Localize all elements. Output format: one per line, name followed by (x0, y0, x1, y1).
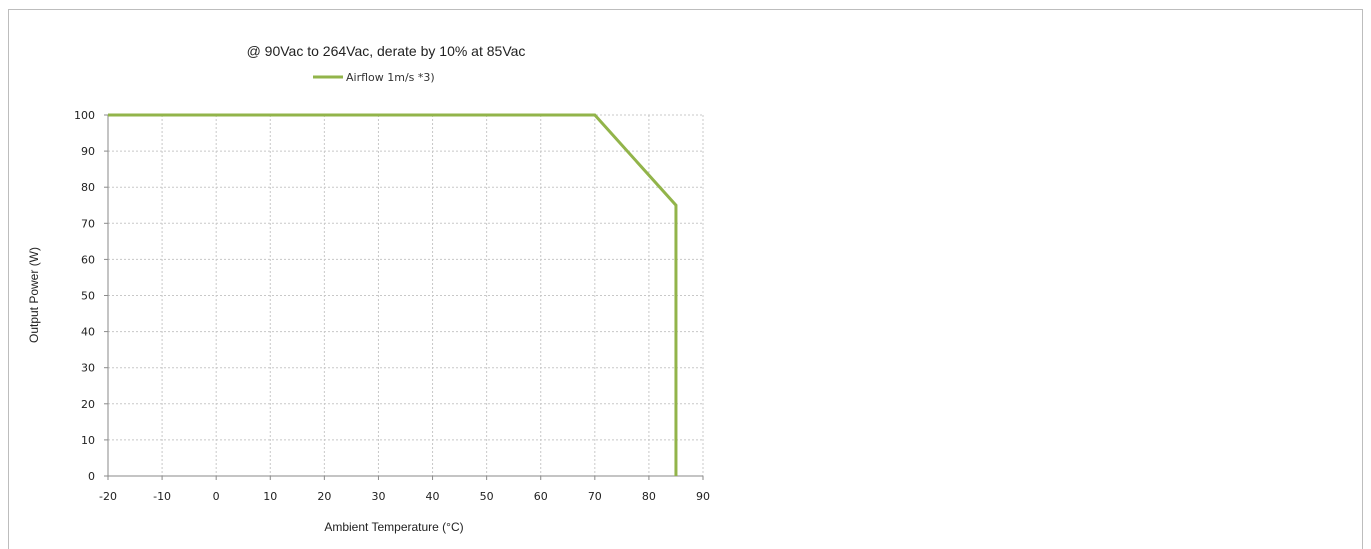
series-line-0 (108, 113, 678, 476)
x-tick-label: 0 (213, 490, 220, 503)
x-axis-title: Ambient Temperature (°C) (324, 520, 463, 534)
y-axis-ticks: 0 10 20 30 40 50 60 70 80 90 100 (74, 109, 95, 483)
x-tick-label: 30 (371, 490, 385, 503)
legend-label: Airflow 1m/s *3) (346, 71, 435, 84)
x-tick-label: -20 (99, 490, 117, 503)
y-tick-label: 80 (81, 181, 95, 194)
x-tick-label: 80 (642, 490, 656, 503)
y-tick-label: 60 (81, 253, 95, 266)
axes (104, 114, 704, 480)
y-tick-label: 50 (81, 290, 95, 303)
x-tick-label: 60 (534, 490, 548, 503)
y-tick-label: 30 (81, 362, 95, 375)
chart-title: @ 90Vac to 264Vac, derate by 10% at 85Va… (247, 43, 526, 59)
x-tick-label: 20 (317, 490, 331, 503)
y-tick-label: 90 (81, 145, 95, 158)
grid (108, 114, 704, 476)
y-tick-label: 20 (81, 398, 95, 411)
y-tick-label: 10 (81, 434, 95, 447)
y-tick-label: 70 (81, 217, 95, 230)
series-group (108, 113, 678, 476)
y-tick-label: 40 (81, 326, 95, 339)
x-tick-label: 10 (263, 490, 277, 503)
x-axis-ticks: -20 -10 0 10 20 30 40 50 60 70 80 90 (99, 490, 710, 503)
y-tick-label: 0 (88, 470, 95, 483)
x-tick-label: 40 (426, 490, 440, 503)
x-tick-label: 90 (696, 490, 710, 503)
y-tick-label: 100 (74, 109, 95, 122)
y-axis-title: Output Power (W) (27, 247, 41, 343)
x-tick-label: -10 (153, 490, 171, 503)
x-tick-label: 50 (480, 490, 494, 503)
x-tick-label: 70 (588, 490, 602, 503)
legend: Airflow 1m/s *3) (313, 71, 435, 84)
chart-frame (8, 9, 1363, 549)
